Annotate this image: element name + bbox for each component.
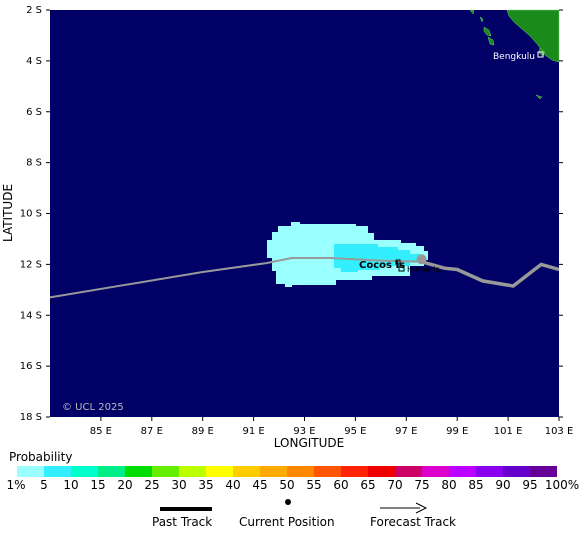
y-axis-title: LATITUDE (1, 184, 15, 242)
past-track-key-label: Past Track (152, 515, 213, 529)
place-marker-cocos-is (395, 259, 401, 265)
probability-swath (267, 222, 428, 287)
lat-tick-label: 6 S (26, 107, 42, 118)
probability-swatch (206, 466, 233, 477)
probability-label: 50 (279, 478, 295, 492)
probability-swatch (233, 466, 260, 477)
x-axis-title: LONGITUDE (274, 436, 344, 450)
lat-tick-label: 12 S (20, 259, 42, 270)
lat-tick-label: 2 S (26, 5, 42, 16)
axis-ticks (46, 9, 563, 421)
past-track-key-icon (160, 507, 212, 511)
probability-label: 100% (544, 478, 580, 492)
probability-swatch (71, 466, 98, 477)
probability-label: 25 (144, 478, 160, 492)
probability-swatch (449, 466, 476, 477)
place-label-home-is: Home Is. (407, 265, 442, 274)
probability-label: 85 (468, 478, 484, 492)
probability-swatch (179, 466, 206, 477)
probability-swatch (503, 466, 530, 477)
probability-swatch (530, 466, 557, 477)
probability-swatch (125, 466, 152, 477)
past-track-line (49, 257, 422, 299)
copyright-text: © UCL 2025 (62, 402, 124, 413)
probability-label: 55 (306, 478, 322, 492)
probability-label: 45 (252, 478, 268, 492)
probability-label: 60 (333, 478, 349, 492)
probability-label: 70 (387, 478, 403, 492)
forecast-track-key-label: Forecast Track (370, 515, 456, 529)
place-label-bengkulu: Bengkulu (493, 52, 535, 62)
probability-swatch (368, 466, 395, 477)
probability-swatch (98, 466, 125, 477)
probability-labels: 1% 5 10 15 20 25 30 35 40 45 50 55 60 65 70 75 80 85 90 95 1… (0, 478, 580, 494)
probability-swatch (287, 466, 314, 477)
probability-label: 75 (414, 478, 430, 492)
place-labels: Bengkulu Cocos Is Home Is. (359, 51, 544, 274)
lat-tick-label: 4 S (26, 56, 42, 67)
probability-swatch (260, 466, 287, 477)
current-position-marker (416, 254, 427, 265)
place-marker-bengkulu (537, 51, 544, 58)
probability-color-bar (17, 466, 557, 477)
probability-swatch (17, 466, 44, 477)
place-marker-home-is (398, 265, 405, 272)
lon-tick-label: 103 E (545, 426, 574, 437)
lat-tick-label: 8 S (26, 158, 42, 169)
forecast-track-key-icon (380, 502, 428, 514)
probability-label: 15 (90, 478, 106, 492)
forecast-track-line (421, 260, 560, 288)
lon-tick-label: 85 E (90, 426, 112, 437)
probability-swatch (314, 466, 341, 477)
longitude-tick-labels: 85 E 87 E 89 E 91 E 93 E 95 E 97 E 99 E 101 E 103… (90, 426, 574, 437)
lon-tick-label: 95 E (344, 426, 366, 437)
probability-label: 35 (198, 478, 214, 492)
lon-tick-label: 91 E (242, 426, 264, 437)
current-position-key-icon (285, 499, 291, 505)
probability-label: 40 (225, 478, 241, 492)
lat-tick-label: 10 S (20, 209, 42, 220)
probability-label: 65 (360, 478, 376, 492)
current-position-key-label: Current Position (239, 515, 335, 529)
probability-label: 30 (171, 478, 187, 492)
legend-title: Probability (9, 450, 73, 464)
probability-swatch (476, 466, 503, 477)
probability-swatch (395, 466, 422, 477)
probability-label: 80 (441, 478, 457, 492)
lon-tick-label: 89 E (192, 426, 214, 437)
lat-tick-label: 18 S (20, 412, 42, 423)
ocean-area (50, 10, 559, 417)
probability-swatch (44, 466, 71, 477)
lat-tick-label: 16 S (20, 361, 42, 372)
lon-tick-label: 93 E (293, 426, 315, 437)
lon-tick-label: 101 E (494, 426, 523, 437)
probability-label: 20 (117, 478, 133, 492)
lon-tick-label: 97 E (395, 426, 417, 437)
lon-tick-label: 87 E (141, 426, 163, 437)
probability-label: 90 (495, 478, 511, 492)
probability-swatch (422, 466, 449, 477)
probability-swatch (152, 466, 179, 477)
probability-label: 5 (40, 478, 48, 492)
probability-label: 95 (522, 478, 538, 492)
place-label-cocos-is: Cocos Is (359, 260, 405, 271)
probability-swatch (341, 466, 368, 477)
lon-tick-label: 99 E (446, 426, 468, 437)
probability-label: 10 (63, 478, 79, 492)
latitude-tick-labels: 2 S 4 S 6 S 8 S 10 S 12 S 14 S 16 S 18 S (20, 5, 42, 423)
prob-region-5pct (334, 244, 420, 272)
probability-label: 1% (6, 478, 26, 492)
lat-tick-label: 14 S (20, 310, 42, 321)
